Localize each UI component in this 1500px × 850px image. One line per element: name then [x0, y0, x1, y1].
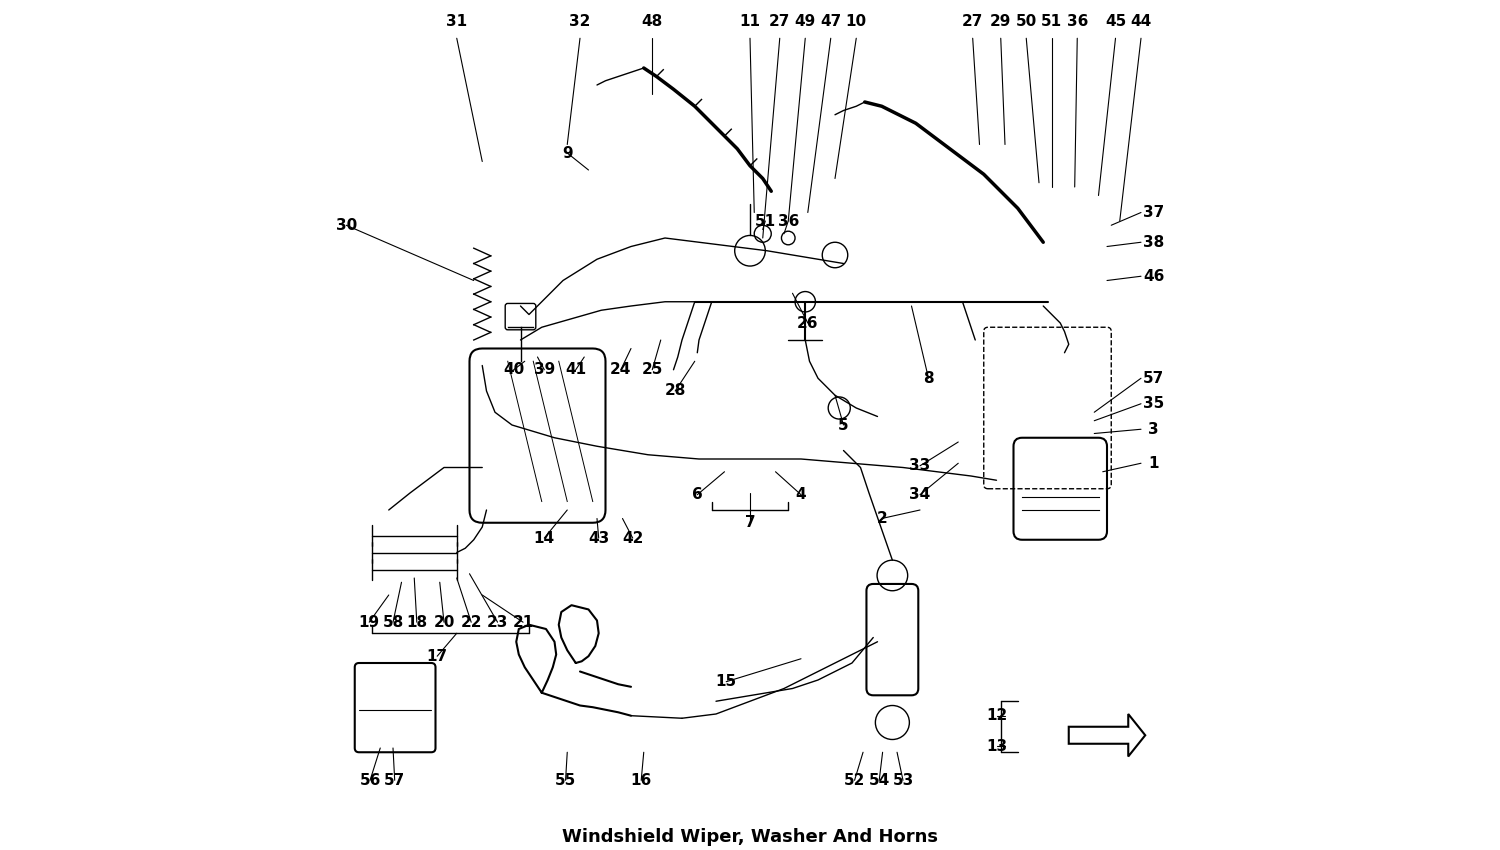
Text: 43: 43: [588, 530, 609, 546]
Text: Windshield Wiper, Washer And Horns: Windshield Wiper, Washer And Horns: [562, 828, 938, 846]
Text: 45: 45: [1106, 14, 1126, 29]
Text: 36: 36: [777, 213, 800, 229]
Text: 49: 49: [795, 14, 816, 29]
Text: 21: 21: [513, 615, 534, 630]
Text: 30: 30: [336, 218, 357, 233]
Text: 28: 28: [664, 383, 686, 399]
Text: 4: 4: [795, 487, 807, 502]
Text: 27: 27: [962, 14, 984, 29]
Text: 42: 42: [622, 530, 644, 546]
Text: 58: 58: [382, 615, 404, 630]
Text: 37: 37: [1143, 205, 1164, 220]
Text: 41: 41: [566, 362, 586, 377]
Text: 22: 22: [460, 615, 482, 630]
Text: 32: 32: [570, 14, 591, 29]
Text: 23: 23: [488, 615, 508, 630]
Text: 26: 26: [796, 315, 819, 331]
Text: 18: 18: [406, 615, 427, 630]
Text: 47: 47: [821, 14, 842, 29]
Text: 48: 48: [642, 14, 663, 29]
Text: 2: 2: [876, 511, 886, 526]
Text: 25: 25: [642, 362, 663, 377]
Text: 55: 55: [555, 773, 576, 788]
Text: 29: 29: [990, 14, 1011, 29]
Text: 53: 53: [892, 773, 914, 788]
Text: 54: 54: [868, 773, 889, 788]
Text: 57: 57: [384, 773, 405, 788]
Text: 3: 3: [1149, 422, 1160, 437]
Text: 39: 39: [534, 362, 555, 377]
Text: 35: 35: [1143, 396, 1164, 411]
Text: 9: 9: [562, 145, 573, 161]
Text: 57: 57: [1143, 371, 1164, 386]
Text: 1: 1: [1149, 456, 1160, 471]
Text: 44: 44: [1131, 14, 1152, 29]
Text: 56: 56: [360, 773, 381, 788]
Text: 20: 20: [433, 615, 454, 630]
Text: 52: 52: [844, 773, 865, 788]
Text: 16: 16: [630, 773, 652, 788]
Text: 6: 6: [692, 487, 702, 502]
Text: 51: 51: [1041, 14, 1062, 29]
Text: 38: 38: [1143, 235, 1164, 250]
Text: 34: 34: [909, 487, 930, 502]
Text: 7: 7: [744, 515, 756, 530]
Text: 17: 17: [426, 649, 448, 664]
Text: 14: 14: [534, 530, 555, 546]
Text: 31: 31: [446, 14, 468, 29]
Text: 12: 12: [986, 708, 1006, 723]
Text: 10: 10: [846, 14, 867, 29]
Text: 24: 24: [610, 362, 632, 377]
Text: 11: 11: [740, 14, 760, 29]
Text: 50: 50: [1016, 14, 1036, 29]
Text: 27: 27: [770, 14, 790, 29]
Text: 36: 36: [1066, 14, 1088, 29]
Text: 51: 51: [754, 213, 776, 229]
Text: 33: 33: [909, 458, 930, 473]
Text: 40: 40: [503, 362, 525, 377]
Text: 5: 5: [839, 417, 849, 433]
Text: 8: 8: [922, 371, 934, 386]
Text: 15: 15: [716, 674, 736, 689]
Text: 46: 46: [1143, 269, 1164, 284]
Text: 13: 13: [986, 739, 1006, 754]
Text: 19: 19: [358, 615, 380, 630]
